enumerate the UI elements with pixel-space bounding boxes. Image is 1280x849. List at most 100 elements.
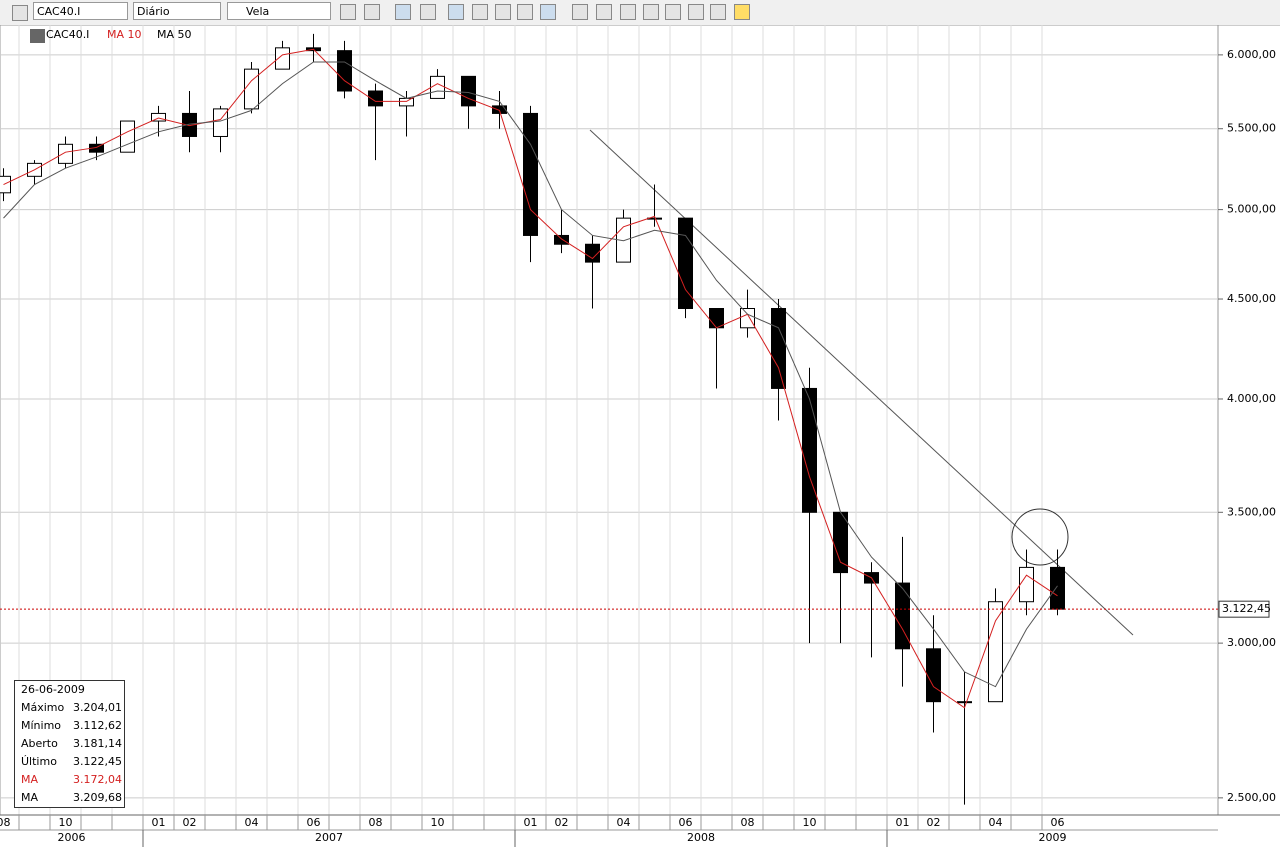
indicator-tool[interactable] <box>420 4 436 20</box>
candle-body <box>461 75 476 107</box>
circle-tool[interactable] <box>540 4 556 20</box>
circle-annotation <box>1011 508 1069 566</box>
candle-body <box>151 112 166 122</box>
info-label: Máximo <box>21 701 65 714</box>
info-row: Aberto 3.181,14 <box>15 735 124 753</box>
trend-line <box>589 129 1134 636</box>
candle-body <box>988 601 1003 703</box>
info-value: 3.204,01 <box>73 701 122 714</box>
symbol-input[interactable]: CAC40.I <box>33 2 128 20</box>
info-value: 3.122,45 <box>73 755 122 768</box>
y-tick-label: 6.000,00 <box>1227 48 1276 61</box>
candle-body <box>244 68 259 110</box>
grid-tool[interactable] <box>395 4 411 20</box>
ma-line <box>3 48 1058 709</box>
candle-body <box>0 175 11 194</box>
compare-tool[interactable] <box>643 4 659 20</box>
line-tool[interactable] <box>620 4 636 20</box>
candle-body <box>802 387 817 513</box>
link-tool[interactable] <box>710 4 726 20</box>
x-tick-label: 08 <box>0 816 11 829</box>
x-tick-label: 10 <box>59 816 73 829</box>
info-row: MA 3.172,04 <box>15 771 124 789</box>
x-tick-label: 02 <box>183 816 197 829</box>
x-tick-label: 04 <box>245 816 259 829</box>
grid <box>0 25 1218 815</box>
year-label: 2009 <box>1039 831 1067 844</box>
candle-body <box>58 143 73 164</box>
y-tick-label: 4.500,00 <box>1227 292 1276 305</box>
x-tick-label: 10 <box>803 816 817 829</box>
candle-body <box>585 243 600 263</box>
y-tick-label: 4.000,00 <box>1227 392 1276 405</box>
candle-body <box>926 648 941 703</box>
info-box: 26-06-2009 Máximo 3.204,01 Mínimo 3.112,62 Ab… <box>14 680 125 808</box>
y-tick-label: 3.500,00 <box>1227 505 1276 518</box>
last-price-label: 3.122,45 <box>1222 602 1271 615</box>
period-select[interactable]: Diário <box>133 2 221 20</box>
x-tick-label: 02 <box>927 816 941 829</box>
x-tick-label: 04 <box>617 816 631 829</box>
candle-body <box>492 105 507 114</box>
legend-ma-short[interactable]: MA 10 <box>107 28 142 41</box>
candle-body <box>709 308 724 329</box>
candle-body <box>399 97 414 107</box>
candle-body <box>275 47 290 70</box>
info-value: 3.112,62 <box>73 719 122 732</box>
print-tool[interactable] <box>688 4 704 20</box>
x-tick-label: 08 <box>741 816 755 829</box>
y-tick-label: 5.500,00 <box>1227 122 1276 135</box>
year-label: 2008 <box>687 831 715 844</box>
candle-body <box>182 112 197 137</box>
reset-tool[interactable] <box>517 4 533 20</box>
candle-body <box>120 120 135 153</box>
y-tick-label: 2.500,00 <box>1227 791 1276 804</box>
save-tool[interactable] <box>665 4 681 20</box>
info-date: 26-06-2009 <box>21 683 85 696</box>
candle-body <box>771 308 786 389</box>
collapse-button[interactable] <box>12 5 28 21</box>
legend-symbol[interactable]: CAC40.I <box>46 28 89 41</box>
info-row: MA 3.209,68 <box>15 789 124 807</box>
candle-body <box>1050 566 1065 610</box>
info-value: 3.209,68 <box>73 791 122 804</box>
x-tick-label: 06 <box>307 816 321 829</box>
draw-tool[interactable] <box>596 4 612 20</box>
candle-body <box>957 701 972 704</box>
candle-body <box>833 511 848 574</box>
candle-body <box>430 75 445 99</box>
x-tick-label: 04 <box>989 816 1003 829</box>
plot-area <box>0 25 1219 816</box>
info-label: MA <box>21 773 39 786</box>
zoom-out-tool[interactable] <box>495 4 511 20</box>
candle-body <box>1019 566 1034 603</box>
x-tick-label: 01 <box>152 816 166 829</box>
erase-tool[interactable] <box>572 4 588 20</box>
style-select[interactable]: Vela <box>227 2 331 20</box>
symbol-icon <box>30 29 45 43</box>
x-tick-label: 02 <box>555 816 569 829</box>
candle-body <box>616 217 631 263</box>
candle-body <box>895 582 910 650</box>
crosshair-tool[interactable] <box>364 4 380 20</box>
zoom-tool[interactable] <box>472 4 488 20</box>
info-row: Máximo 3.204,01 <box>15 699 124 717</box>
info-value: 3.181,14 <box>73 737 122 750</box>
info-label: MA <box>21 791 39 804</box>
x-tick-label: 08 <box>369 816 383 829</box>
chart: CAC40.I MA 10 MA 50 2.500,00 3.000,00 3.50… <box>0 25 1280 847</box>
legend-ma-long[interactable]: MA 50 <box>157 28 192 41</box>
info-row: Último 3.122,45 <box>15 753 124 771</box>
year-label: 2007 <box>315 831 343 844</box>
alert-tool[interactable] <box>734 4 750 20</box>
pointer-tool[interactable] <box>340 4 356 20</box>
year-label: 2006 <box>58 831 86 844</box>
y-tick-label: 3.000,00 <box>1227 636 1276 649</box>
x-tick-label: 01 <box>524 816 538 829</box>
info-tool[interactable] <box>448 4 464 20</box>
candle-body <box>554 234 569 245</box>
toolbar: CAC40.I Diário Vela <box>0 0 1280 26</box>
candle-body <box>523 112 538 236</box>
ma-line <box>3 61 1058 688</box>
